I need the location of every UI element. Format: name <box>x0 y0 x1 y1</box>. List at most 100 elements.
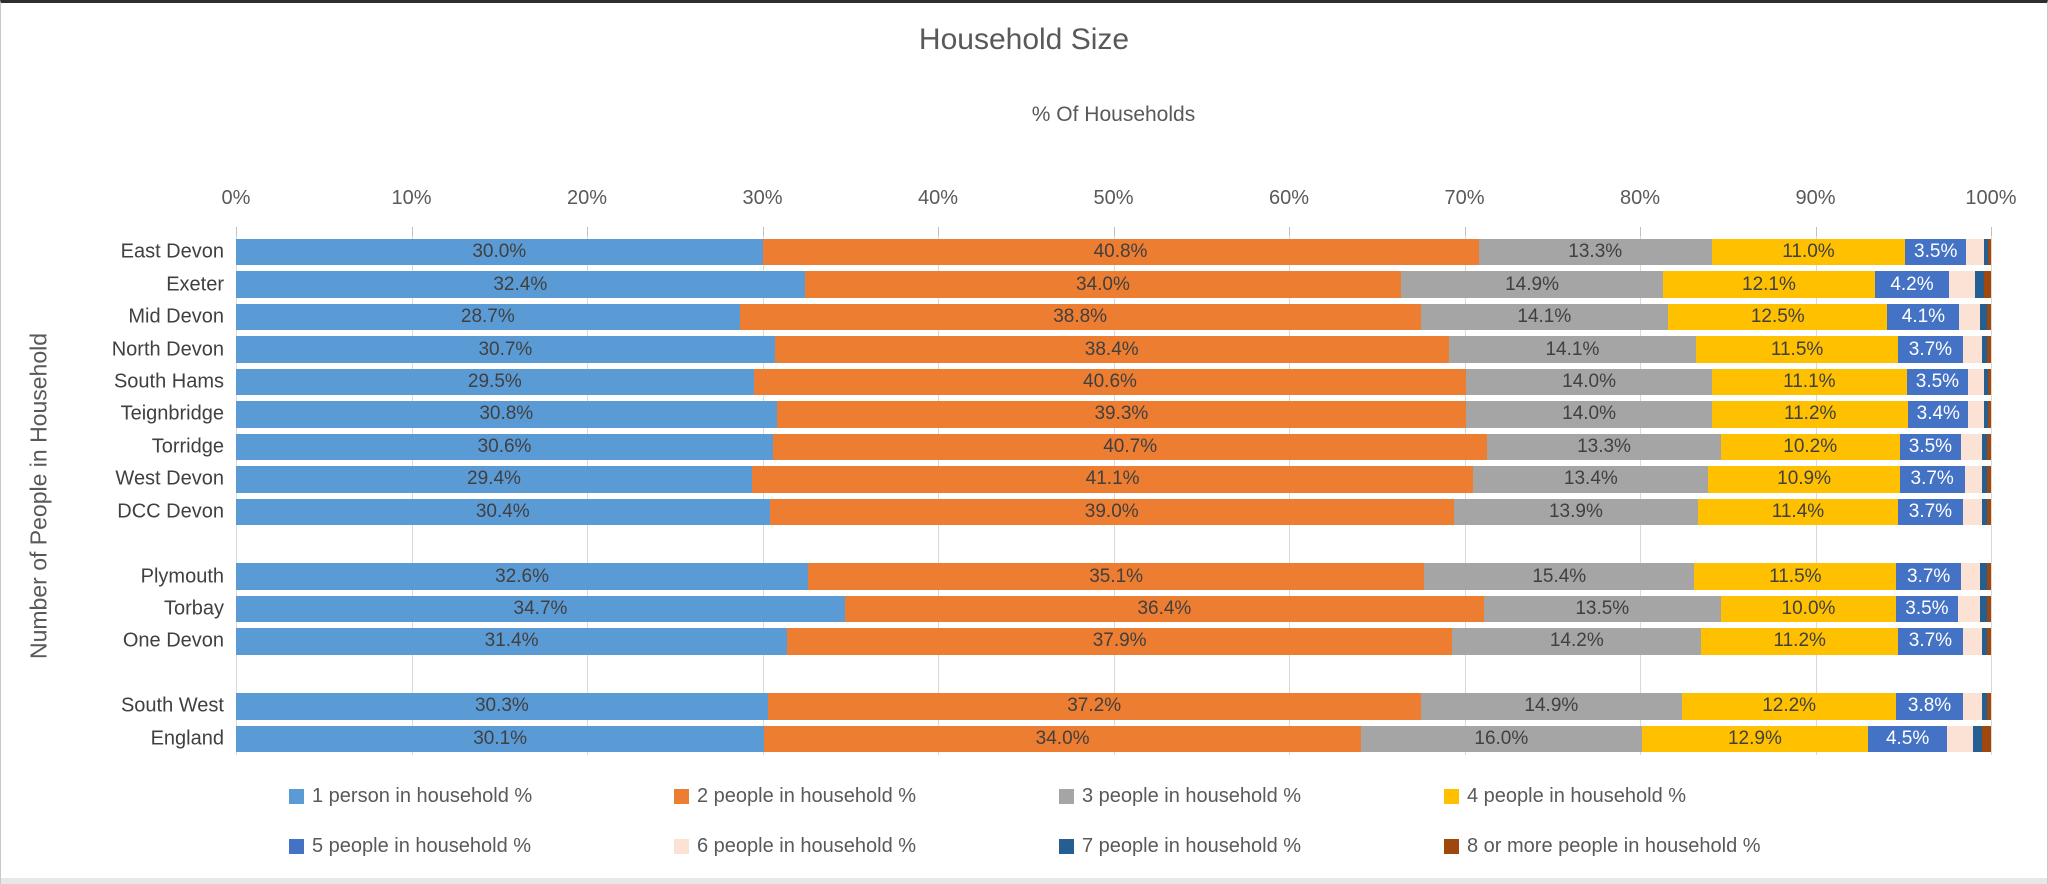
bar-segment: 13.3% <box>1478 239 1712 266</box>
legend-swatch-icon <box>289 788 304 804</box>
data-label: 14.2% <box>1549 630 1604 652</box>
data-label: 39.0% <box>1084 500 1139 522</box>
stacked-bar: 30.1% 34.0% 16.0% 12.9% 4.5% <box>236 725 1991 752</box>
bar-segment <box>1987 498 1991 525</box>
row-spacer <box>236 658 1991 690</box>
bar-segment: 10.9% <box>1708 466 1900 493</box>
data-label: 29.5% <box>467 370 522 392</box>
bar-segment: 14.0% <box>1466 401 1712 428</box>
category-label: Torridge <box>151 435 224 458</box>
data-label: 34.0% <box>1035 727 1090 749</box>
bar-row: Torridge 30.6% 40.7% 13.3% 10.2% 3.5% <box>152 431 1991 463</box>
data-label: 14.9% <box>1524 695 1579 717</box>
category-label: North Devon <box>111 338 224 361</box>
bar-segment: 35.1% <box>808 563 1425 590</box>
bar-segment: 3.8% <box>1896 693 1963 720</box>
bar-segment: 12.9% <box>1641 725 1869 752</box>
data-label: 35.1% <box>1089 565 1144 587</box>
x-axis-tick-mark <box>587 227 588 236</box>
data-label: 31.4% <box>484 630 539 652</box>
data-label: 40.7% <box>1103 435 1158 457</box>
legend-item: 7 people in household % <box>1059 833 1444 859</box>
bar-segment <box>1988 239 1991 266</box>
bar-segment <box>1982 725 1991 752</box>
bar-segment <box>1987 628 1991 655</box>
bar-segment: 11.5% <box>1696 336 1898 363</box>
bar-segment <box>1980 595 1988 623</box>
bar-segment: 10.2% <box>1720 433 1900 461</box>
data-label: 28.7% <box>460 306 515 328</box>
bar-segment <box>1962 498 1983 525</box>
data-label: 13.9% <box>1548 500 1603 522</box>
stacked-bar: 30.0% 40.8% 13.3% 11.0% 3.5% <box>236 239 1991 266</box>
bar-segment <box>1980 563 1988 590</box>
data-label: 16.0% <box>1474 727 1529 749</box>
legend-label: 3 people in household % <box>1082 784 1302 807</box>
bar-segment: 40.6% <box>753 368 1467 396</box>
bar-segment <box>1957 595 1981 623</box>
data-label: 40.6% <box>1083 370 1137 392</box>
bar-segment: 3.4% <box>1908 401 1969 428</box>
bar-segment <box>1983 239 1989 266</box>
x-axis-tick-marks <box>236 227 1992 236</box>
data-label: 11.1% <box>1783 370 1836 392</box>
legend-item: 2 people in household % <box>674 783 1059 809</box>
data-label: 10.0% <box>1781 598 1836 620</box>
gridline <box>411 236 413 755</box>
x-axis-tick-mark <box>1289 227 1290 236</box>
category-label: West Devon <box>115 467 224 490</box>
data-label: 3.5% <box>1914 241 1958 263</box>
bar-segment <box>1987 433 1991 461</box>
data-label: 37.2% <box>1067 695 1122 717</box>
x-axis-tick-mark <box>762 227 764 236</box>
data-label: 11.5% <box>1770 338 1824 360</box>
stacked-bar: 34.7% 36.4% 13.5% 10.0% 3.5% <box>236 595 1991 623</box>
data-label: 40.8% <box>1093 241 1148 263</box>
bar-segment: 32.4% <box>236 271 805 298</box>
legend-label: 4 people in household % <box>1467 784 1687 807</box>
category-label: Plymouth <box>140 565 224 588</box>
window-edge <box>1 878 2047 884</box>
x-tick-label: 40% <box>917 187 959 209</box>
data-label: 3.4% <box>1916 403 1960 425</box>
data-label: 13.5% <box>1575 598 1630 620</box>
bar-segment <box>1983 271 1991 298</box>
data-label: 14.9% <box>1505 273 1559 295</box>
data-label: 11.2% <box>1773 630 1826 652</box>
bar-segment <box>1975 271 1984 298</box>
bar-segment: 14.0% <box>1466 368 1712 396</box>
x-axis-tick-mark <box>411 227 413 236</box>
legend-swatch-icon <box>1444 838 1459 854</box>
bar-segment: 3.7% <box>1897 336 1963 363</box>
gridline <box>1815 236 1817 755</box>
legend-label: 5 people in household % <box>312 834 532 857</box>
bar-row: Teignbridge 30.8% 39.3% 14.0% 11.2% 3.4% <box>121 398 1991 430</box>
legend-swatch-icon <box>1444 788 1459 804</box>
data-label: 34.7% <box>513 598 568 620</box>
stacked-bar: 31.4% 37.9% 14.2% 11.2% 3.7% <box>236 628 1991 655</box>
gridline <box>236 236 237 755</box>
bar-row: South West 30.3% 37.2% 14.9% 12.2% 3.8% <box>121 690 1991 722</box>
legend-label: 6 people in household % <box>697 834 917 857</box>
data-label: 34.0% <box>1076 273 1130 295</box>
bar-segment: 30.1% <box>236 725 765 752</box>
data-label: 30.7% <box>478 338 533 360</box>
x-tick-label: 10% <box>391 187 432 209</box>
bar-row: South Hams 29.5% 40.6% 14.0% 11.1% 3.5% <box>114 366 1991 398</box>
data-label: 32.4% <box>493 273 548 295</box>
gridline <box>762 236 764 755</box>
bar-segment: 12.5% <box>1668 303 1888 331</box>
x-tick-label: 50% <box>1093 187 1134 209</box>
bar-segment: 14.2% <box>1452 628 1702 655</box>
category-label: Exeter <box>166 273 224 296</box>
legend-swatch-icon <box>289 838 304 854</box>
bar-segment: 34.0% <box>764 725 1361 752</box>
x-tick-label: 70% <box>1444 187 1485 209</box>
category-label: DCC Devon <box>117 500 224 523</box>
bar-segment: 29.4% <box>236 466 752 493</box>
bar-segment: 3.5% <box>1904 239 1967 266</box>
data-label: 4.2% <box>1890 273 1934 295</box>
bar-segment: 14.9% <box>1420 693 1683 720</box>
bar-segment: 38.8% <box>739 303 1421 331</box>
